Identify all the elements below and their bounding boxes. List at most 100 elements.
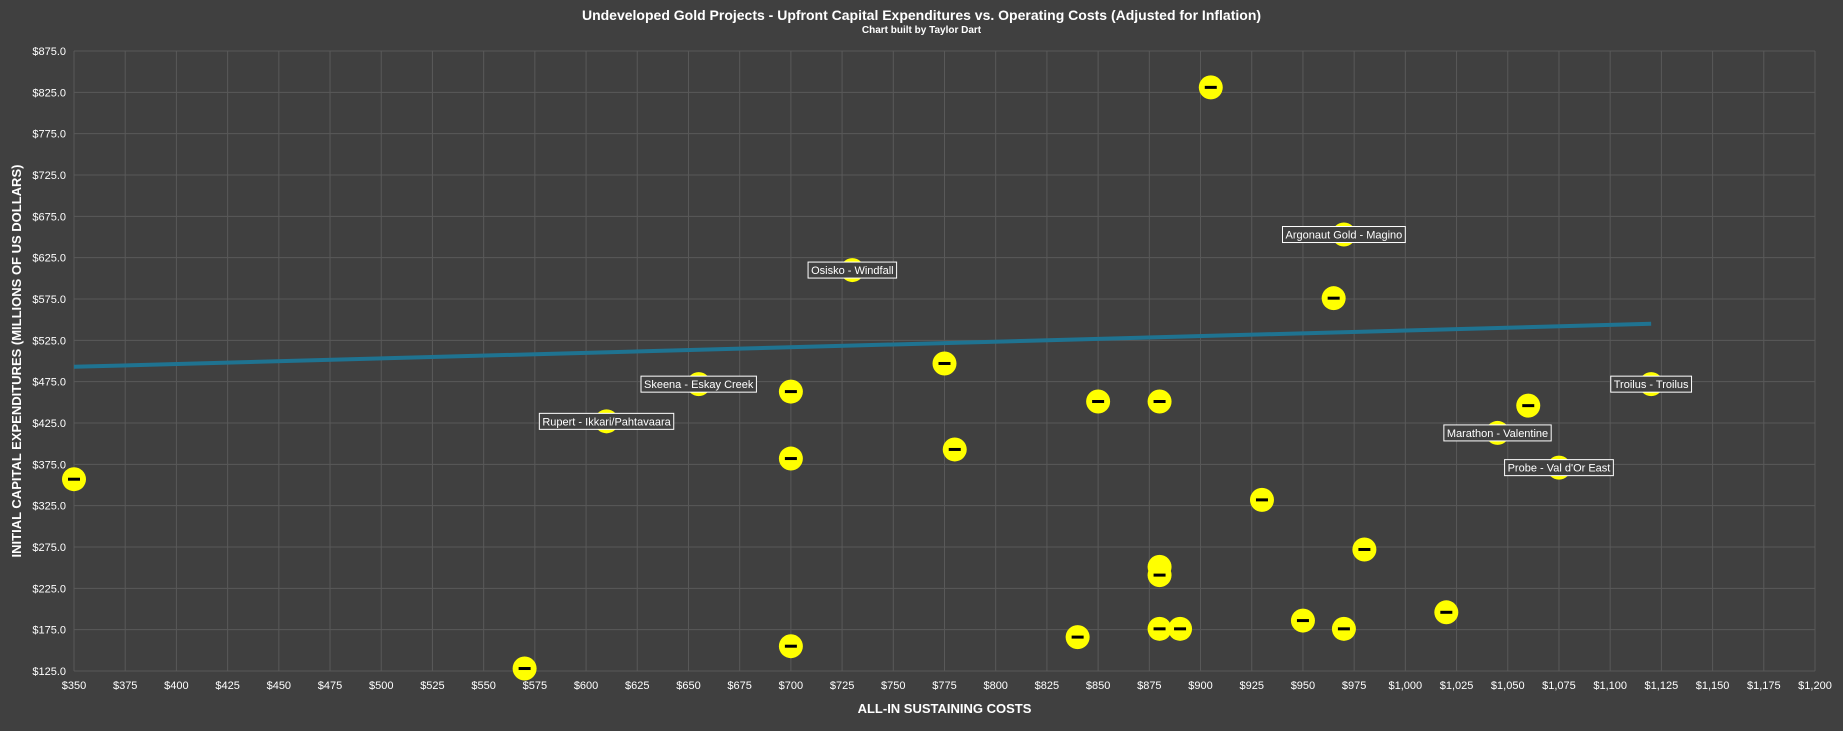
data-point [1516, 393, 1541, 418]
point-label: Rupert - Ikkari/Pahtavaara [538, 412, 675, 430]
data-point-dash [784, 457, 797, 461]
data-point-dash [948, 447, 961, 451]
x-tick-label: $475 [318, 680, 342, 692]
x-tick-label: $1,025 [1440, 680, 1474, 692]
x-tick-label: $1,125 [1645, 680, 1679, 692]
data-point-dash [1153, 400, 1166, 404]
x-tick-label: $975 [1342, 680, 1366, 692]
data-point [1168, 616, 1193, 641]
y-tick-label: $275.0 [32, 542, 66, 554]
data-point [1331, 616, 1356, 641]
x-tick-label: $425 [215, 680, 239, 692]
data-point [1065, 625, 1090, 650]
y-tick-label: $625.0 [32, 253, 66, 265]
chart-subtitle: Chart built by Taylor Dart [861, 25, 982, 36]
data-point [1352, 537, 1377, 562]
data-point-dash [1153, 627, 1166, 631]
point-labels-layer: Rupert - Ikkari/Pahtavaara Skeena - Eskay… [538, 226, 1693, 477]
x-tick-label: $675 [727, 680, 751, 692]
y-tick-label: $775.0 [32, 129, 66, 141]
x-tick-label: $550 [471, 680, 495, 692]
x-tick-label: $650 [676, 680, 700, 692]
x-tick-label: $950 [1291, 680, 1315, 692]
trendline [73, 321, 1652, 369]
data-point-dash [784, 390, 797, 394]
data-point-dash [784, 644, 797, 648]
x-tick-label: $400 [164, 680, 188, 692]
x-tick-label: $775 [932, 680, 956, 692]
y-tick-label: $225.0 [32, 583, 66, 595]
data-point [1086, 389, 1111, 414]
x-tick-label: $1,000 [1389, 680, 1423, 692]
data-point-dash [518, 667, 531, 671]
x-tick-label: $800 [983, 680, 1007, 692]
y-tick-label: $675.0 [32, 211, 66, 223]
data-point-dash [1092, 400, 1105, 404]
x-tick-label: $1,175 [1747, 680, 1781, 692]
x-axis-ticks: $350 $375 $400 $425 $450 $475 $500 $525 $550 $575… [62, 680, 1832, 692]
point-label-box [1443, 424, 1552, 442]
point-label: Marathon - Valentine [1443, 424, 1552, 442]
data-point [1290, 608, 1315, 633]
y-tick-label: $325.0 [32, 501, 66, 513]
data-point [932, 351, 957, 376]
point-label-text: Marathon - Valentine [1447, 428, 1548, 440]
point-label-box [1610, 375, 1693, 393]
x-tick-label: $750 [881, 680, 905, 692]
point-label-box [807, 261, 898, 279]
y-tick-label: $125.0 [32, 666, 66, 678]
x-tick-label: $1,075 [1542, 680, 1576, 692]
data-point-dash [938, 361, 951, 365]
point-label-text: Argonaut Gold - Magino [1286, 230, 1403, 242]
point-label-box [538, 412, 675, 430]
grid [73, 50, 1816, 672]
data-point-dash [1153, 573, 1166, 577]
y-tick-label: $525.0 [32, 335, 66, 347]
data-point-dash [1174, 627, 1187, 631]
data-point [1321, 286, 1346, 311]
data-point [1147, 389, 1172, 414]
data-point-dash [68, 477, 80, 481]
x-tick-label: $500 [369, 680, 393, 692]
y-tick-label: $375.0 [32, 459, 66, 471]
y-tick-label: $175.0 [32, 625, 66, 637]
data-point-dash [1440, 610, 1453, 614]
data-point [1249, 487, 1274, 512]
x-tick-label: $450 [267, 680, 291, 692]
point-label-box [1282, 226, 1406, 244]
y-tick-label: $475.0 [32, 377, 66, 389]
data-point [1198, 75, 1223, 100]
y-axis-ticks: $125.0 $175.0 $225.0 $275.0 $325.0 $375.0 $425… [32, 46, 66, 678]
x-tick-label: $1,150 [1696, 680, 1730, 692]
points-layer [62, 75, 1664, 681]
x-tick-label: $600 [574, 680, 598, 692]
x-tick-label: $1,050 [1491, 680, 1525, 692]
data-point-dash [1358, 547, 1371, 551]
x-tick-label: $375 [113, 680, 137, 692]
x-tick-label: $625 [625, 680, 649, 692]
data-point-dash [1337, 627, 1350, 631]
point-label: Skeena - Eskay Creek [640, 375, 757, 393]
point-label-text: Rupert - Ikkari/Pahtavaara [542, 416, 671, 428]
x-tick-label: $700 [779, 680, 803, 692]
data-point [778, 446, 803, 471]
point-label-text: Probe - Val d'Or East [1508, 463, 1611, 475]
data-point-dash [1071, 635, 1084, 639]
point-label: Troilus - Troilus [1610, 375, 1693, 393]
x-tick-label: $875 [1137, 680, 1161, 692]
data-point [778, 379, 803, 404]
data-point-dash [1255, 498, 1268, 502]
chart-title: Undeveloped Gold Projects - Upfront Capi… [581, 7, 1262, 23]
data-point-dash [1522, 404, 1535, 408]
point-label-text: Troilus - Troilus [1614, 379, 1689, 391]
y-tick-label: $575.0 [32, 294, 66, 306]
point-label-box [640, 375, 757, 393]
y-axis-title: INITIAL CAPITAL EXPENDITURES (MILLIONS O… [9, 165, 24, 558]
data-point-dash [1296, 619, 1309, 623]
x-tick-label: $350 [62, 680, 86, 692]
point-label: Probe - Val d'Or East [1504, 459, 1614, 477]
x-tick-label: $900 [1188, 680, 1212, 692]
data-point [1147, 563, 1172, 588]
